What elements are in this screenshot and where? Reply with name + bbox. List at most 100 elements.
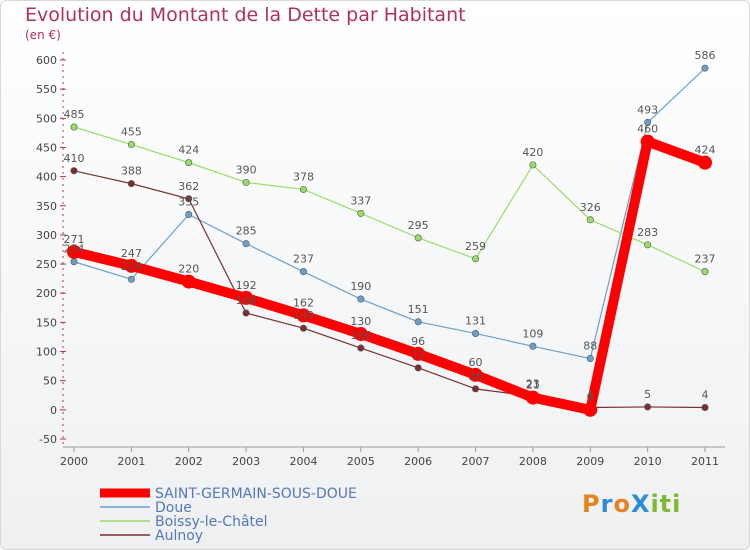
data-label: 130 <box>350 315 371 328</box>
data-label: 335 <box>178 196 199 209</box>
data-point <box>124 258 139 273</box>
y-tick-label: 600 <box>36 54 57 67</box>
data-point <box>70 167 78 175</box>
y-tick-label: 500 <box>36 112 57 125</box>
data-label: 388 <box>121 165 142 178</box>
data-point <box>357 295 365 303</box>
data-label: 378 <box>293 170 314 183</box>
data-point <box>185 195 193 203</box>
data-label: 485 <box>64 108 85 121</box>
data-label: 283 <box>637 226 658 239</box>
x-tick-label: 2005 <box>347 455 375 468</box>
data-point <box>414 234 422 242</box>
data-point <box>701 268 709 276</box>
data-point <box>242 240 250 248</box>
series-line <box>73 170 706 409</box>
data-label: 390 <box>236 163 257 176</box>
data-label: 192 <box>236 279 257 292</box>
data-point <box>701 64 709 72</box>
data-point <box>357 209 365 217</box>
x-tick-label: 2007 <box>462 455 490 468</box>
data-point <box>644 403 652 411</box>
data-label: 5 <box>644 388 651 401</box>
data-label: 420 <box>522 146 543 159</box>
data-point <box>698 155 712 170</box>
y-tick-label: 400 <box>36 171 57 184</box>
x-tick-label: 2003 <box>232 455 260 468</box>
data-label: 259 <box>465 240 486 253</box>
y-tick-label: -50 <box>39 433 57 446</box>
data-label: 131 <box>465 314 486 327</box>
x-tick-label: 2009 <box>576 455 604 468</box>
data-point <box>468 367 483 382</box>
data-label: 224 <box>121 260 142 273</box>
data-point <box>644 118 652 126</box>
data-point <box>70 123 78 131</box>
data-label: 295 <box>408 219 429 232</box>
y-tick-label: 300 <box>36 229 57 242</box>
data-point <box>353 327 368 342</box>
data-point <box>701 404 709 412</box>
data-label: 162 <box>293 296 314 309</box>
data-point <box>299 268 307 276</box>
data-label: 586 <box>695 49 716 62</box>
data-label: 23 <box>526 377 540 390</box>
data-point <box>299 324 307 332</box>
data-label: 247 <box>121 247 142 260</box>
data-point <box>127 141 135 149</box>
data-point <box>185 211 193 219</box>
data-label: 60 <box>469 356 483 369</box>
data-label: 410 <box>64 152 85 165</box>
data-point <box>242 178 250 186</box>
data-label: 460 <box>637 123 658 136</box>
data-point <box>472 255 480 263</box>
x-tick-label: 2000 <box>60 455 88 468</box>
data-point <box>357 344 365 352</box>
y-tick-label: 0 <box>50 404 57 417</box>
data-label: 4 <box>702 389 709 402</box>
y-tick-label: 250 <box>36 258 57 271</box>
data-point <box>296 308 311 323</box>
legend-label: Aulnoy <box>155 528 203 544</box>
data-point <box>242 309 250 317</box>
data-label: 220 <box>178 263 199 276</box>
data-label: 455 <box>121 126 142 139</box>
series-lines <box>67 64 712 417</box>
y-tick-label: 150 <box>36 316 57 329</box>
data-label: 96 <box>411 335 425 348</box>
data-label: 72 <box>411 349 425 362</box>
data-label: 237 <box>695 253 716 266</box>
data-labels: 271 247 220 192 162 130 96 60 21 0 460 424 254 224 335… <box>64 49 716 404</box>
data-label: 493 <box>637 103 658 116</box>
legend-label: Doue <box>155 500 192 516</box>
x-tick-label: 2006 <box>404 455 432 468</box>
data-point <box>181 274 196 289</box>
data-label: 140 <box>293 309 314 322</box>
data-point <box>411 346 426 361</box>
y-tick-label: 350 <box>36 200 57 213</box>
data-label: 337 <box>350 194 371 207</box>
data-point <box>529 161 537 169</box>
series-line <box>73 126 706 273</box>
data-label: 424 <box>178 144 199 157</box>
data-label: 237 <box>293 253 314 266</box>
data-label: 190 <box>350 280 371 293</box>
data-point <box>414 318 422 326</box>
proxiti-logo: ProXiti <box>582 490 682 518</box>
x-tick-label: 2004 <box>289 455 317 468</box>
data-label: 151 <box>408 303 429 316</box>
data-label: 0 <box>587 391 594 404</box>
data-label: 326 <box>580 201 601 214</box>
data-point <box>127 180 135 188</box>
data-point <box>583 402 598 417</box>
data-label: 88 <box>583 340 597 353</box>
data-label: 271 <box>64 233 85 246</box>
data-point <box>299 185 307 193</box>
y-tick-label: 450 <box>36 141 57 154</box>
data-point <box>586 216 594 224</box>
chart-title: Evolution du Montant de la Dette par Hab… <box>25 4 466 26</box>
y-tick-label: 100 <box>36 346 57 359</box>
data-label: 21 <box>526 379 540 392</box>
data-label: 424 <box>695 144 716 157</box>
